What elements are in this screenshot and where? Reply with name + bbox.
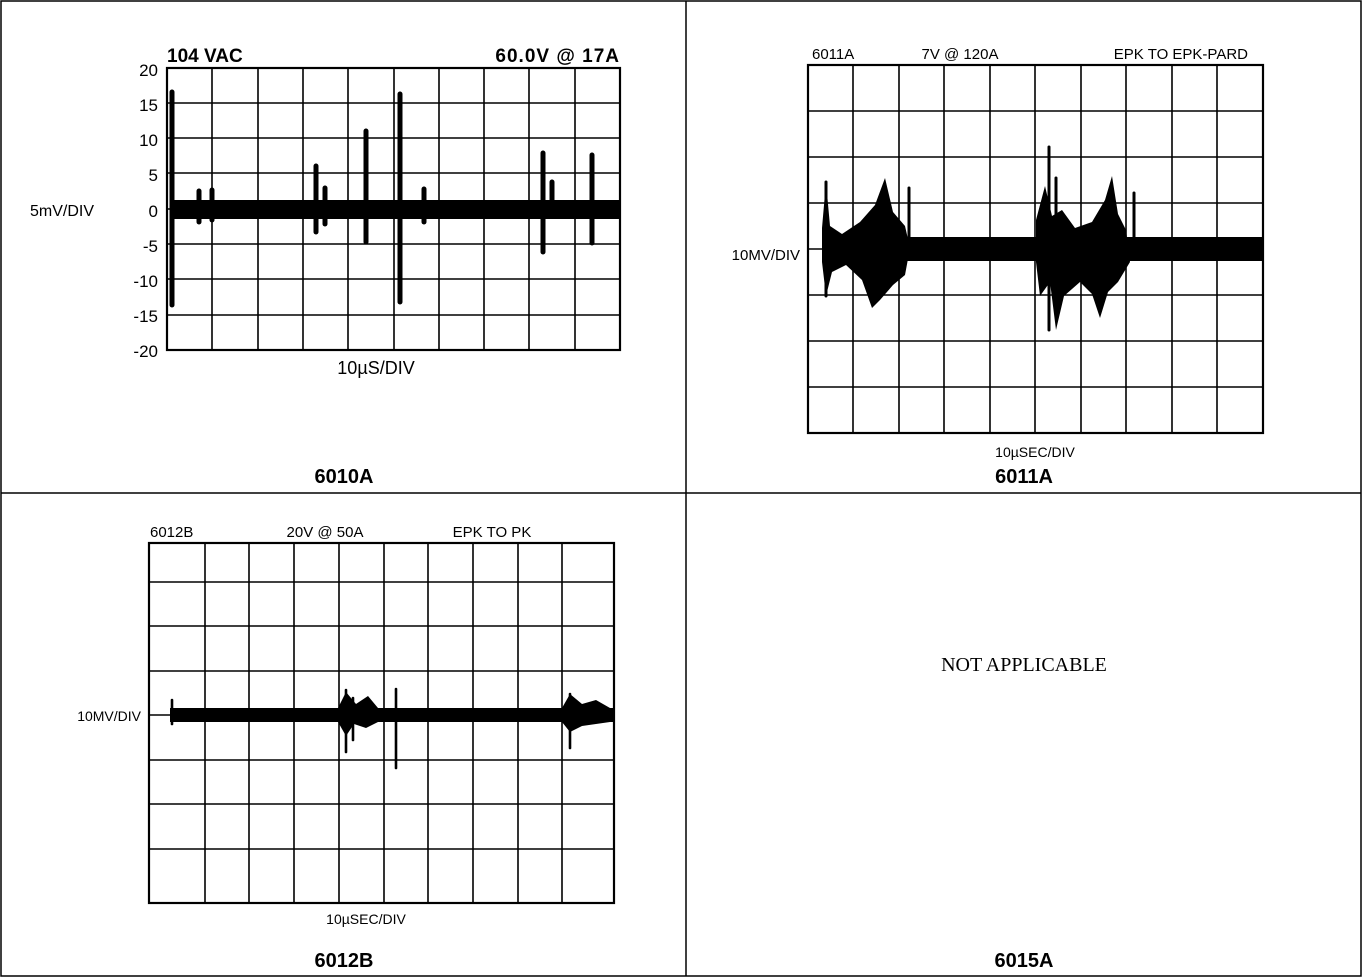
header-model-6011a: 6011A bbox=[812, 46, 854, 63]
caption-6010a: 6010A bbox=[314, 466, 374, 488]
y-tick: 5 bbox=[149, 166, 158, 185]
y-tick: -10 bbox=[133, 272, 158, 291]
header-condition-6012b: 20V @ 50A bbox=[287, 524, 364, 541]
header-model-6012b: 6012B bbox=[150, 524, 193, 541]
y-tick: 0 bbox=[149, 202, 158, 221]
x-scale-label-6010a: 10µS/DIV bbox=[337, 358, 414, 378]
header-mode-6011a: EPK TO EPK-PARD bbox=[1114, 46, 1248, 63]
waveform-trace-6011a bbox=[822, 145, 1263, 332]
header-left-6010a: 104 VAC bbox=[167, 46, 243, 67]
y-scale-label-6011a: 10MV/DIV bbox=[732, 247, 800, 264]
scope-panel-6010a: 104 VAC 60.0V @ 17A 20 15 10 5 0 -5 -10 … bbox=[30, 46, 622, 378]
waveform-trace-6010a bbox=[169, 89, 620, 308]
y-scale-label-6012b: 10MV/DIV bbox=[77, 708, 141, 724]
x-scale-label-6012b: 10µSEC/DIV bbox=[326, 911, 406, 927]
header-condition-6011a: 7V @ 120A bbox=[922, 46, 999, 63]
y-tick: -5 bbox=[143, 237, 158, 256]
waveform-trace-6012b bbox=[170, 687, 614, 770]
scope-panel-6011a: 6011A 7V @ 120A EPK TO EPK-PARD 10MV/DIV… bbox=[732, 46, 1265, 460]
y-tick: 10 bbox=[139, 131, 158, 150]
y-tick: 20 bbox=[139, 61, 158, 80]
y-axis-ticks-6010a: 20 15 10 5 0 -5 -10 -15 -20 bbox=[133, 61, 158, 361]
y-tick: -20 bbox=[133, 342, 158, 361]
not-applicable-note: NOT APPLICABLE bbox=[941, 654, 1107, 676]
header-mode-6012b: EPK TO PK bbox=[453, 524, 532, 541]
caption-6015a: 6015A bbox=[994, 950, 1054, 972]
caption-6012b: 6012B bbox=[314, 950, 374, 972]
y-scale-label-6010a: 5mV/DIV bbox=[30, 203, 94, 220]
y-tick: 15 bbox=[139, 96, 158, 115]
header-right-6010a: 60.0V @ 17A bbox=[495, 46, 620, 67]
caption-6011a: 6011A bbox=[995, 466, 1053, 488]
scope-grid-6012b bbox=[147, 541, 616, 905]
y-tick: -15 bbox=[133, 307, 158, 326]
scope-panel-6012b: 6012B 20V @ 50A EPK TO PK 10MV/DIV 10µSE… bbox=[77, 524, 616, 927]
x-scale-label-6011a: 10µSEC/DIV bbox=[995, 444, 1075, 460]
